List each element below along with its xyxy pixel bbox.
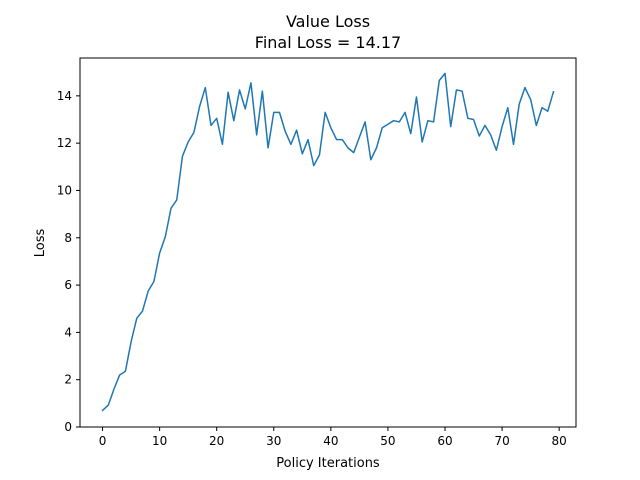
- chart-subtitle: Final Loss = 14.17: [255, 33, 401, 52]
- x-tick-label: 0: [99, 434, 107, 448]
- y-tick-label: 0: [64, 420, 72, 434]
- series-line-0: [101, 72, 555, 412]
- plot-area: [101, 72, 555, 412]
- x-tick-label: 20: [209, 434, 224, 448]
- y-tick-label: 14: [57, 89, 72, 103]
- x-tick-label: 70: [494, 434, 509, 448]
- y-tick-label: 12: [57, 136, 72, 150]
- y-tick-label: 6: [64, 278, 72, 292]
- chart-title: Value Loss: [286, 12, 370, 31]
- x-tick-label: 40: [323, 434, 338, 448]
- y-axis-label: Loss: [33, 229, 48, 258]
- x-tick-label: 10: [152, 434, 167, 448]
- y-tick-label: 2: [64, 373, 72, 387]
- y-tick-label: 10: [57, 183, 72, 197]
- x-tick-label: 60: [437, 434, 452, 448]
- axes-frame: [79, 57, 577, 428]
- y-axis-ticks: 0 2 4 6 8 10 12 14: [57, 89, 80, 434]
- x-axis-ticks: 0 10 20 30 40 50 60 70 80: [99, 427, 567, 448]
- x-tick-label: 30: [266, 434, 281, 448]
- x-axis-label: Policy Iterations: [276, 456, 380, 471]
- y-tick-label: 4: [64, 325, 72, 339]
- x-tick-label: 80: [552, 434, 567, 448]
- y-tick-label: 8: [64, 231, 72, 245]
- x-tick-label: 50: [380, 434, 395, 448]
